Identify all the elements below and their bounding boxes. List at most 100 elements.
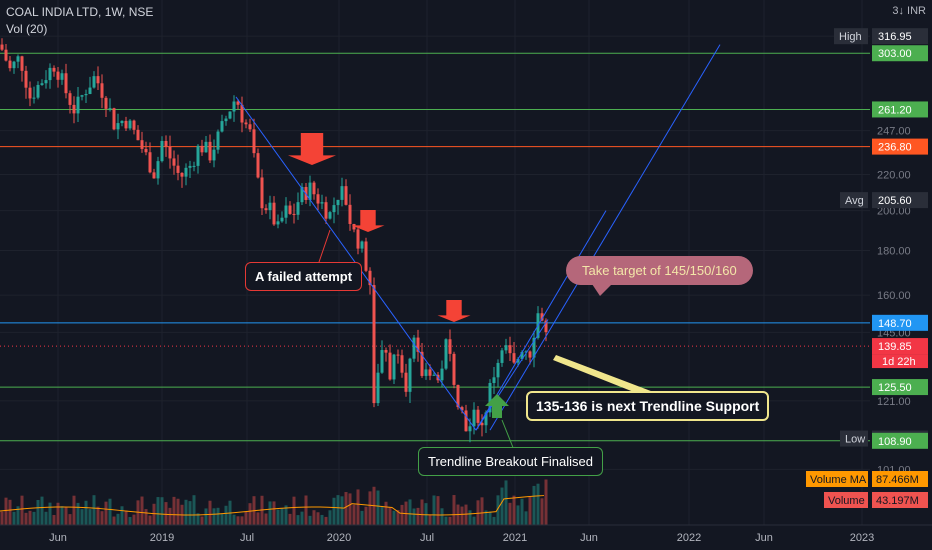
annotation-breakout[interactable]: Trendline Breakout Finalised [418,447,603,476]
volume-bar [200,516,204,525]
candle-body [368,270,372,286]
volume-bar [212,508,216,525]
candle-body [472,409,476,427]
volume-bar [116,513,120,525]
annotation-failed-attempt[interactable]: A failed attempt [245,262,363,291]
candle-body [484,412,488,426]
volume-bar [492,516,496,525]
candle-body [444,339,448,369]
volume-bar [412,508,416,525]
candle-body [520,352,524,359]
candles [0,38,548,443]
level-sub-text: 1d 22h [882,356,916,368]
candle-body [416,337,420,352]
candle-body [468,426,472,432]
candle-body [228,111,232,119]
time-tick-label: 2021 [503,532,527,544]
volume-bar [36,499,40,525]
volume-bar [496,495,500,525]
candle-body [336,199,340,206]
candle-body [208,141,212,161]
candle-body [432,374,436,376]
currency-label[interactable]: 3↓ INR [892,5,926,17]
volume-bar [320,514,324,525]
candle-body [20,56,24,71]
volume-bar [448,516,452,525]
volume-bar [316,512,320,525]
level-tag-text: High [839,31,862,43]
candle-body [144,148,148,153]
candle-body [52,67,56,72]
volume-bar [152,503,156,525]
candle-body [492,377,496,383]
volume-bar [244,511,248,525]
volume-bar [460,506,464,525]
time-tick-label: 2019 [150,532,174,544]
volume-bar [248,503,252,525]
failed-connector [317,229,345,266]
candle-body [72,104,76,114]
candle-body [324,202,328,219]
candle-body [44,80,48,84]
candle-body [36,84,40,98]
volume-bar [356,489,360,525]
volume-bar [48,502,52,525]
candle-body [148,152,152,173]
arrow-down-icon [437,300,471,322]
volume-bar [488,511,492,525]
candle-body [264,208,268,211]
level-tag-text: Avg [845,195,864,207]
candle-body [396,354,400,356]
volume-bar [284,505,288,525]
candle-body [192,165,196,167]
price-tick-label: 121.00 [877,396,911,408]
volume-bar [52,515,56,525]
scale-mode[interactable]: 3↓ [892,5,904,17]
level-badge [872,192,928,209]
candle-body [168,146,172,159]
candle-body [424,369,428,376]
volume-bar [220,513,224,525]
volume-bar [520,498,524,525]
volume-indicator-label[interactable]: Vol (20) [6,22,48,36]
candle-body [132,120,136,130]
candle-body [88,87,92,95]
volume-bar [500,487,504,525]
volume-bar [44,511,48,525]
volume-ma-line [0,495,545,516]
volume-bar [68,514,72,525]
trendline [475,210,607,431]
volume-tag-text: Volume [828,495,865,507]
annotation-target[interactable]: Take target of 145/150/160 [566,256,753,285]
level-badge-value: 139.85 [878,341,912,353]
volume-bar [332,497,336,525]
level-badge-value: 148.70 [878,318,912,330]
candle-body [108,108,112,110]
volume-bar [120,506,124,525]
candle-body [120,120,124,124]
volume-bar [80,509,84,525]
candle-body [344,186,348,205]
volume-bar [424,503,428,525]
volume-bar [0,511,4,525]
candle-body [404,372,408,392]
level-badge [872,432,928,449]
annotation-support[interactable]: 135-136 is next Trendline Support [526,391,770,421]
candle-body [456,384,460,408]
candle-body [284,205,288,218]
volume-bar [172,496,176,525]
level-badge [872,138,928,155]
time-tick-label: Jun [755,532,773,544]
volume-bar [416,507,420,525]
level-tag-text: Low [845,434,865,446]
volume-bar [268,501,272,525]
chart-grid [0,0,870,525]
volume-bar [400,504,404,525]
volume-bar [408,499,412,525]
candle-body [500,350,504,363]
volume-bar [324,516,328,525]
candle-body [496,362,500,378]
candle-body [184,167,188,177]
candle-body [524,351,528,353]
